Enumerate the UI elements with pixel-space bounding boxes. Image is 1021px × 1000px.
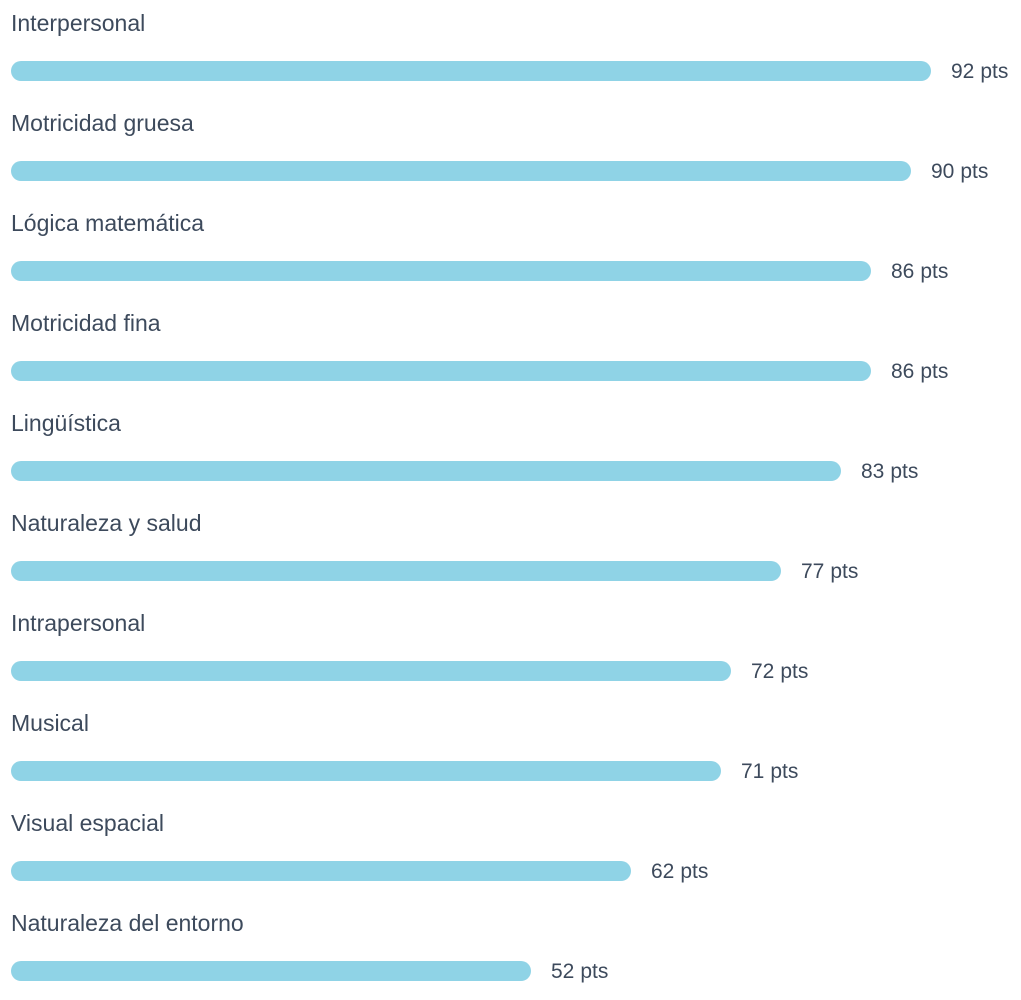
- bar: [11, 561, 781, 581]
- value-unit: pts: [830, 560, 859, 583]
- category-label: Lógica matemática: [11, 210, 205, 236]
- value-number: 92: [951, 60, 975, 83]
- value-label: 52 pts: [551, 958, 608, 986]
- bar: [11, 61, 931, 81]
- bar-row: Visual espacial 62 pts: [0, 800, 1021, 900]
- category-label: Interpersonal: [11, 10, 146, 36]
- bar-row: Naturaleza y salud 77 pts: [0, 500, 1021, 600]
- bar: [11, 361, 871, 381]
- category-label: Motricidad fina: [11, 310, 161, 336]
- value-unit: pts: [960, 160, 989, 183]
- bar-row: Motricidad gruesa 90 pts: [0, 100, 1021, 200]
- value-unit: pts: [680, 860, 709, 883]
- value-label: 71 pts: [741, 758, 798, 786]
- category-label: Intrapersonal: [11, 610, 146, 636]
- bar-row: Motricidad fina 86 pts: [0, 300, 1021, 400]
- category-label: Motricidad gruesa: [11, 110, 194, 136]
- bar: [11, 661, 731, 681]
- value-number: 86: [891, 360, 915, 383]
- value-label: 90 pts: [931, 158, 988, 186]
- bar-row: Musical 71 pts: [0, 700, 1021, 800]
- value-number: 77: [801, 560, 825, 583]
- bar-row: Naturaleza del entorno 52 pts: [0, 900, 1021, 1000]
- category-label: Naturaleza del entorno: [11, 910, 244, 936]
- bar: [11, 261, 871, 281]
- bar: [11, 461, 841, 481]
- value-label: 77 pts: [801, 558, 858, 586]
- bar-row: Lógica matemática 86 pts: [0, 200, 1021, 300]
- category-label: Lingüística: [11, 410, 121, 436]
- value-label: 92 pts: [951, 58, 1008, 86]
- value-number: 72: [751, 660, 775, 683]
- bar: [11, 161, 911, 181]
- value-label: 83 pts: [861, 458, 918, 486]
- category-label: Visual espacial: [11, 810, 165, 836]
- value-number: 62: [651, 860, 675, 883]
- bar: [11, 961, 531, 981]
- bar-row: Intrapersonal 72 pts: [0, 600, 1021, 700]
- value-unit: pts: [770, 760, 799, 783]
- value-label: 86 pts: [891, 358, 948, 386]
- bar-row: Lingüística 83 pts: [0, 400, 1021, 500]
- category-label: Musical: [11, 710, 89, 736]
- bar: [11, 761, 721, 781]
- value-unit: pts: [890, 460, 919, 483]
- value-number: 86: [891, 260, 915, 283]
- value-label: 72 pts: [751, 658, 808, 686]
- bar: [11, 861, 631, 881]
- value-label: 62 pts: [651, 858, 708, 886]
- value-unit: pts: [920, 360, 949, 383]
- value-unit: pts: [780, 660, 809, 683]
- bar-row: Interpersonal 92 pts: [0, 0, 1021, 100]
- value-label: 86 pts: [891, 258, 948, 286]
- category-label: Naturaleza y salud: [11, 510, 202, 536]
- value-unit: pts: [580, 960, 609, 983]
- value-number: 83: [861, 460, 885, 483]
- value-number: 90: [931, 160, 955, 183]
- value-unit: pts: [920, 260, 949, 283]
- value-number: 52: [551, 960, 575, 983]
- value-number: 71: [741, 760, 765, 783]
- value-unit: pts: [980, 60, 1009, 83]
